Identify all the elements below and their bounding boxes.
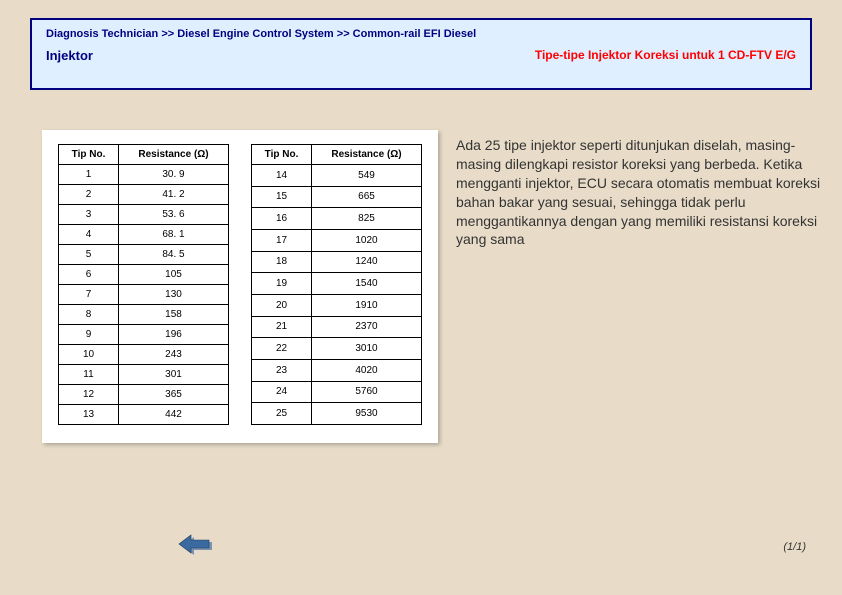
cell-resistance: 1540: [312, 273, 422, 295]
cell-resistance: 4020: [312, 359, 422, 381]
cell-tip-no: 13: [59, 405, 119, 425]
cell-tip-no: 22: [252, 338, 312, 360]
cell-tip-no: 11: [59, 365, 119, 385]
prev-arrow-button[interactable]: [178, 533, 214, 557]
cell-tip-no: 14: [252, 165, 312, 187]
table-row: 259530: [252, 403, 422, 425]
cell-tip-no: 18: [252, 251, 312, 273]
table-row: 11301: [59, 365, 229, 385]
cell-tip-no: 4: [59, 225, 119, 245]
col-header-tip: Tip No.: [59, 145, 119, 165]
cell-tip-no: 25: [252, 403, 312, 425]
table-row: 7130: [59, 285, 229, 305]
cell-tip-no: 17: [252, 229, 312, 251]
table-row: 191540: [252, 273, 422, 295]
cell-tip-no: 1: [59, 165, 119, 185]
cell-tip-no: 16: [252, 208, 312, 230]
table-row: 201910: [252, 294, 422, 316]
table-row: 241. 2: [59, 185, 229, 205]
cell-resistance: 1020: [312, 229, 422, 251]
table-row: 468. 1: [59, 225, 229, 245]
description-text: Ada 25 tipe injektor seperti ditunjukan …: [456, 130, 830, 443]
cell-resistance: 365: [119, 385, 229, 405]
cell-resistance: 5760: [312, 381, 422, 403]
cell-tip-no: 23: [252, 359, 312, 381]
table-row: 16825: [252, 208, 422, 230]
cell-tip-no: 21: [252, 316, 312, 338]
table-row: 6105: [59, 265, 229, 285]
cell-tip-no: 8: [59, 305, 119, 325]
table-row: 234020: [252, 359, 422, 381]
page-indicator: (1/1): [783, 541, 806, 553]
table-row: 223010: [252, 338, 422, 360]
content-area: Tip No. Resistance (Ω) 130. 9241. 2353. …: [42, 130, 830, 443]
table-row: 14549: [252, 165, 422, 187]
table-row: 171020: [252, 229, 422, 251]
cell-resistance: 442: [119, 405, 229, 425]
section-title: Injektor: [46, 48, 93, 63]
cell-tip-no: 9: [59, 325, 119, 345]
resistance-table-left: Tip No. Resistance (Ω) 130. 9241. 2353. …: [58, 144, 229, 425]
table-row: 10243: [59, 345, 229, 365]
cell-tip-no: 2: [59, 185, 119, 205]
cell-resistance: 825: [312, 208, 422, 230]
table-row: 353. 6: [59, 205, 229, 225]
cell-resistance: 243: [119, 345, 229, 365]
cell-resistance: 301: [119, 365, 229, 385]
resistance-table-right: Tip No. Resistance (Ω) 14549156651682517…: [251, 144, 422, 425]
cell-tip-no: 15: [252, 186, 312, 208]
cell-resistance: 1910: [312, 294, 422, 316]
cell-resistance: 1240: [312, 251, 422, 273]
table-row: 12365: [59, 385, 229, 405]
cell-resistance: 105: [119, 265, 229, 285]
cell-tip-no: 12: [59, 385, 119, 405]
cell-resistance: 2370: [312, 316, 422, 338]
cell-tip-no: 6: [59, 265, 119, 285]
header-panel: Diagnosis Technician >> Diesel Engine Co…: [30, 18, 812, 90]
cell-resistance: 130: [119, 285, 229, 305]
table-row: 8158: [59, 305, 229, 325]
arrow-left-icon: [178, 533, 214, 557]
col-header-tip: Tip No.: [252, 145, 312, 165]
table-row: 15665: [252, 186, 422, 208]
cell-resistance: 9530: [312, 403, 422, 425]
col-header-resistance: Resistance (Ω): [119, 145, 229, 165]
cell-tip-no: 5: [59, 245, 119, 265]
table-row: 181240: [252, 251, 422, 273]
cell-resistance: 30. 9: [119, 165, 229, 185]
cell-resistance: 665: [312, 186, 422, 208]
col-header-resistance: Resistance (Ω): [312, 145, 422, 165]
cell-resistance: 549: [312, 165, 422, 187]
cell-resistance: 68. 1: [119, 225, 229, 245]
breadcrumb: Diagnosis Technician >> Diesel Engine Co…: [46, 28, 796, 40]
table-row: 130. 9: [59, 165, 229, 185]
cell-resistance: 158: [119, 305, 229, 325]
subtitle-text: Tipe-tipe Injektor Koreksi untuk 1 CD-FT…: [535, 48, 796, 62]
cell-resistance: 84. 5: [119, 245, 229, 265]
cell-resistance: 3010: [312, 338, 422, 360]
cell-tip-no: 10: [59, 345, 119, 365]
table-row: 9196: [59, 325, 229, 345]
cell-resistance: 196: [119, 325, 229, 345]
table-row: 584. 5: [59, 245, 229, 265]
cell-resistance: 53. 6: [119, 205, 229, 225]
cell-tip-no: 7: [59, 285, 119, 305]
cell-tip-no: 3: [59, 205, 119, 225]
cell-tip-no: 19: [252, 273, 312, 295]
cell-tip-no: 24: [252, 381, 312, 403]
table-row: 212370: [252, 316, 422, 338]
tables-panel: Tip No. Resistance (Ω) 130. 9241. 2353. …: [42, 130, 438, 443]
table-row: 245760: [252, 381, 422, 403]
cell-tip-no: 20: [252, 294, 312, 316]
table-row: 13442: [59, 405, 229, 425]
cell-resistance: 41. 2: [119, 185, 229, 205]
